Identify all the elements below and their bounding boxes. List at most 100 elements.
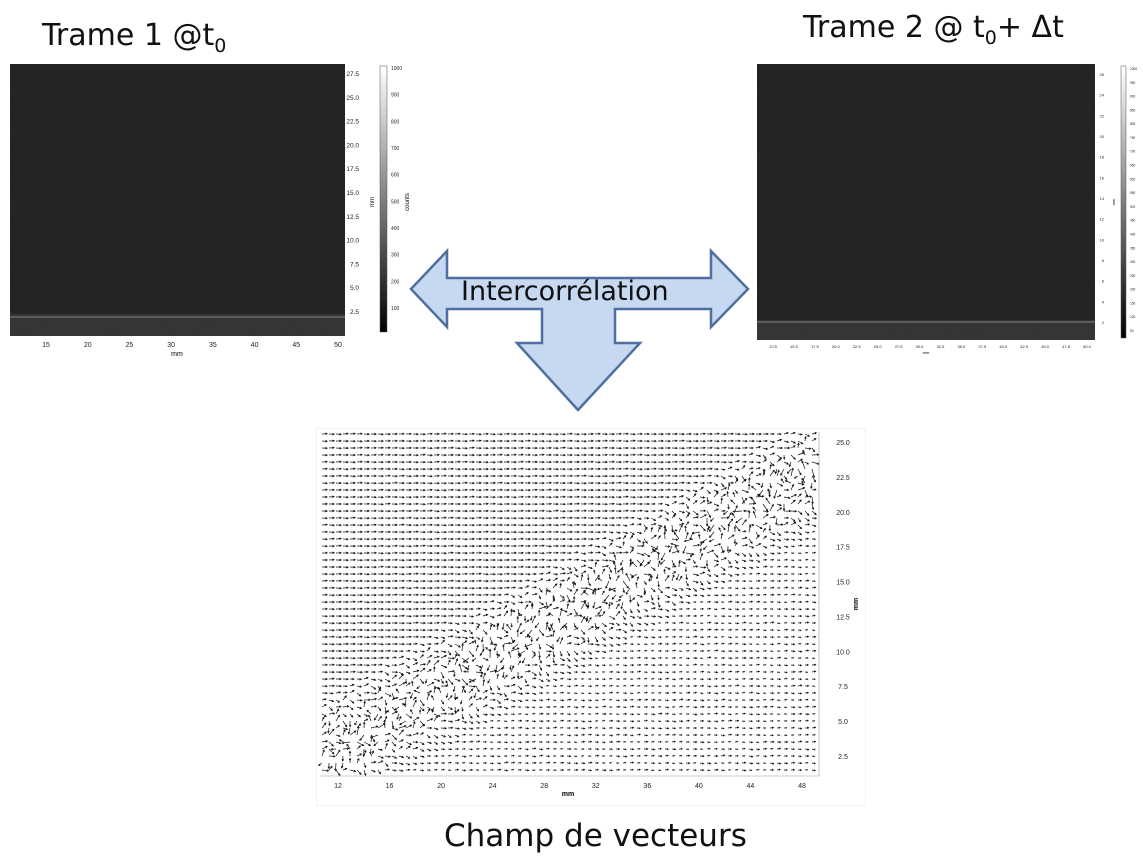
frame2-figure: 12.5 15.0 17.5 20.0 22.5 25.0 27.5 30.0 32.5 35.0… <box>757 64 1137 355</box>
frame1-title-subscript: 0 <box>214 35 227 57</box>
frame1-y-tick: 20.0 <box>346 142 359 149</box>
frame2-y-tick: 22 <box>1100 113 1105 118</box>
frame2-colorbar <box>1120 65 1127 339</box>
frame2-y-tick: 24 <box>1100 93 1105 98</box>
frame2-colorbar-tick: 50 <box>1130 329 1134 333</box>
frame1-y-tick: 7.5 <box>350 261 359 268</box>
vector-field-x-tick: 32 <box>592 783 600 790</box>
frame2-y-tick: 6 <box>1102 279 1105 284</box>
frame2-x-tick: 25.0 <box>874 344 883 349</box>
frame2-colorbar-tick: 600 <box>1130 177 1136 181</box>
frame1-x-tick: 25 <box>126 342 134 349</box>
frame1-x-tick: 50 <box>334 342 342 349</box>
vector-field-caption: Champ de vecteurs <box>444 818 747 854</box>
frame1-y-tick: 22.5 <box>346 119 359 126</box>
frame1-speckle <box>10 64 345 336</box>
frame2-x-tick: 15.0 <box>790 344 799 349</box>
vector-field-panel: 12 16 20 24 28 32 36 40 44 48 25.0 22.5 20.0 17.5 15.0… <box>316 428 866 806</box>
frame2-colorbar-tick: 300 <box>1130 260 1136 264</box>
frame2-x-tick: 47.5 <box>1062 344 1071 349</box>
frame2-colorbar-tick: 450 <box>1130 219 1136 223</box>
frame2-title-subscript: 0 <box>984 27 997 49</box>
frame1-x-tick: 35 <box>209 342 217 349</box>
frame2-x-tick: 30.0 <box>916 344 925 349</box>
vector-field-y-tick: 17.5 <box>836 545 850 552</box>
frame2-y-tick: 2 <box>1102 320 1105 325</box>
frame2-colorbar-tick: 500 <box>1130 205 1136 209</box>
frame2-colorbar-tick: 650 <box>1130 164 1136 168</box>
frame2-x-tick: 45.0 <box>1041 344 1050 349</box>
vector-field-y-tick: 5.0 <box>838 719 848 726</box>
frame2-colorbar-tick: 550 <box>1130 191 1136 195</box>
vector-field-y-tick: 25.0 <box>836 440 850 447</box>
frame2-y-tick: 8 <box>1102 258 1105 263</box>
vector-arrow-set <box>318 431 820 777</box>
frame2-colorbar-tick: 250 <box>1130 274 1136 278</box>
frame2-title-suffix: + Δt <box>996 10 1064 45</box>
frame1-y-tick: 17.5 <box>346 166 359 173</box>
frame2-colorbar-tick: 1000 <box>1130 67 1137 71</box>
frame1-ylabel: mm <box>370 197 376 207</box>
frame2-wall-band <box>757 320 1095 340</box>
frame1-title: Trame 1 @t0 <box>42 18 226 57</box>
frame1-y-tick: 27.5 <box>346 71 359 78</box>
frame1-colorbar-tick: 300 <box>391 253 400 259</box>
frame2-x-tick: 20.0 <box>832 344 841 349</box>
frame2-colorbar-tick: 100 <box>1130 315 1136 319</box>
frame2-y-tick: 26 <box>1100 72 1105 77</box>
frame2-colorbar-tick: 900 <box>1130 95 1136 99</box>
frame1-y-tick: 10.0 <box>346 238 359 245</box>
frame1-xlabel: mm <box>171 351 183 358</box>
frame2-y-tick: 10 <box>1100 237 1105 242</box>
frame2-x-tick: 50.0 <box>1083 344 1092 349</box>
vector-field-y-tick: 20.0 <box>836 510 850 517</box>
frame2-y-tick: 14 <box>1100 196 1105 201</box>
frame2-panel: 12.5 15.0 17.5 20.0 22.5 25.0 27.5 30.0 32.5 35.0… <box>755 62 1140 358</box>
frame2-colorbar-tick: 350 <box>1130 246 1136 250</box>
vector-field-xlabel: mm <box>562 791 574 798</box>
frame1-x-tick: 45 <box>292 342 300 349</box>
frame2-x-tick: 22.5 <box>853 344 862 349</box>
vector-field-x-tick: 36 <box>643 783 651 790</box>
frame1-colorbar-label: counts <box>405 193 411 211</box>
vector-field-x-tick: 44 <box>747 783 755 790</box>
frame1-wall-band <box>10 314 345 336</box>
frame1-colorbar-tick: 400 <box>391 226 400 232</box>
frame2-x-tick: 37.5 <box>978 344 987 349</box>
frame2-title: Trame 2 @ t0+ Δt <box>803 10 1064 49</box>
frame1-x-tick: 30 <box>167 342 175 349</box>
frame1-colorbar-tick: 100 <box>391 306 400 312</box>
vector-field-y-tick: 10.0 <box>836 649 850 656</box>
frame1-panel: 15 20 25 30 35 40 45 50 27.5 25.0 22.5 20.0 17.5 15.0… <box>8 62 418 360</box>
frame2-y-tick: 12 <box>1100 217 1105 222</box>
vector-field-ylabel: mm <box>853 598 860 610</box>
frame2-colorbar-tick: 800 <box>1130 122 1136 126</box>
vector-field-x-tick: 16 <box>386 783 394 790</box>
vector-field-y-tick: 22.5 <box>836 475 850 482</box>
frame2-y-tick: 4 <box>1102 299 1105 304</box>
frame1-y-tick: 15.0 <box>346 190 359 197</box>
vector-field-x-tick: 20 <box>437 783 445 790</box>
vector-field-x-tick: 12 <box>334 783 342 790</box>
frame2-colorbar-tick: 850 <box>1130 108 1136 112</box>
frame2-x-tick: 35.0 <box>958 344 967 349</box>
frame2-xlabel: mm <box>923 350 930 355</box>
frame2-colorbar-tick: 200 <box>1130 288 1136 292</box>
vector-field-x-tick: 28 <box>540 783 548 790</box>
frame2-y-tick: 16 <box>1100 175 1105 180</box>
frame2-colorbar-tick: 700 <box>1130 150 1136 154</box>
frame2-title-text: Trame 2 @ t <box>803 10 985 45</box>
frame1-figure: 15 20 25 30 35 40 45 50 27.5 25.0 22.5 20.0 17.5 15.0… <box>10 64 411 358</box>
frame2-colorbar-tick: 400 <box>1130 232 1136 236</box>
frame1-colorbar-tick: 700 <box>391 146 400 152</box>
frame1-colorbar-tick: 500 <box>391 199 400 205</box>
vector-field-figure: 12 16 20 24 28 32 36 40 44 48 25.0 22.5 20.0 17.5 15.0… <box>316 428 866 806</box>
frame2-colorbar-tick: 950 <box>1130 81 1136 85</box>
frame2-ylabel: mm <box>1111 198 1116 205</box>
vector-field-y-tick: 12.5 <box>836 614 850 621</box>
frame1-colorbar-tick: 1000 <box>391 66 402 72</box>
frame2-colorbar-tick: 750 <box>1130 136 1136 140</box>
frame1-colorbar-tick: 200 <box>391 279 400 285</box>
frame2-colorbar-tick: 150 <box>1130 301 1136 305</box>
vector-arrows <box>318 431 820 777</box>
